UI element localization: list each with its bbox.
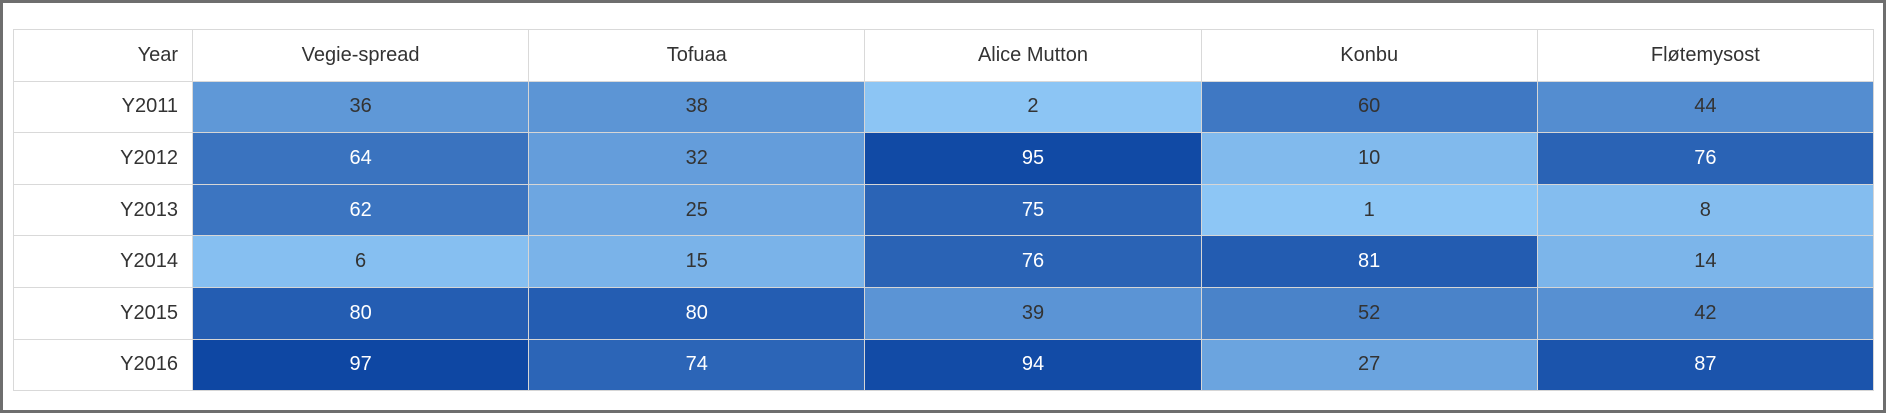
heatmap-cell: 95 bbox=[864, 132, 1202, 185]
heatmap-cell: 81 bbox=[1200, 235, 1538, 288]
heatmap-cell: 42 bbox=[1536, 286, 1874, 340]
heatmap-cell: 76 bbox=[864, 235, 1202, 288]
heatmap-cell: 36 bbox=[191, 80, 530, 134]
row-label: Y2016 bbox=[13, 338, 193, 392]
heatmap-cell: 74 bbox=[528, 338, 866, 392]
heatmap-cell: 2 bbox=[864, 80, 1202, 134]
table-row: Y2013 62 25 75 1 8 bbox=[13, 183, 1874, 237]
heatmap-cell: 75 bbox=[864, 183, 1202, 237]
row-label: Y2013 bbox=[13, 183, 193, 237]
heatmap-cell: 39 bbox=[864, 286, 1202, 340]
row-label: Y2015 bbox=[13, 286, 193, 340]
table-row: Y2016 97 74 94 27 87 bbox=[13, 338, 1874, 392]
table-row: Y2011 36 38 2 60 44 bbox=[13, 80, 1874, 134]
heatmap-cell: 76 bbox=[1536, 132, 1874, 185]
column-header: Alice Mutton bbox=[864, 29, 1202, 82]
column-header: Vegie-spread bbox=[191, 29, 530, 82]
heatmap-cell: 64 bbox=[191, 132, 530, 185]
table-row: Y2012 64 32 95 10 76 bbox=[13, 132, 1874, 185]
heatmap-cell: 1 bbox=[1200, 183, 1538, 237]
heatmap-cell: 62 bbox=[191, 183, 530, 237]
column-header: Tofuaa bbox=[528, 29, 866, 82]
row-label: Y2011 bbox=[13, 80, 193, 134]
row-header-label: Year bbox=[13, 29, 193, 82]
column-header: Konbu bbox=[1200, 29, 1538, 82]
heatmap-cell: 80 bbox=[528, 286, 866, 340]
heatmap-cell: 38 bbox=[528, 80, 866, 134]
header-row: Year Vegie-spread Tofuaa Alice Mutton Ko… bbox=[13, 29, 1874, 82]
table-row: Y2014 6 15 76 81 14 bbox=[13, 235, 1874, 288]
row-label: Y2012 bbox=[13, 132, 193, 185]
heatmap-cell: 87 bbox=[1536, 338, 1874, 392]
heatmap-cell: 94 bbox=[864, 338, 1202, 392]
heatmap-cell: 14 bbox=[1536, 235, 1874, 288]
heatmap-cell: 25 bbox=[528, 183, 866, 237]
heatmap-cell: 15 bbox=[528, 235, 866, 288]
heatmap-cell: 6 bbox=[191, 235, 530, 288]
heatmap-cell: 10 bbox=[1200, 132, 1538, 185]
table-row: Y2015 80 80 39 52 42 bbox=[13, 286, 1874, 340]
heatmap-cell: 97 bbox=[191, 338, 530, 392]
column-header: Fløtemysost bbox=[1536, 29, 1874, 82]
heatmap-table: Year Vegie-spread Tofuaa Alice Mutton Ko… bbox=[13, 29, 1874, 392]
heatmap-cell: 44 bbox=[1536, 80, 1874, 134]
heatmap-body: Y2011 36 38 2 60 44 Y2012 64 32 95 10 76 Y2013 62 25 75… bbox=[13, 80, 1874, 392]
heatmap-cell: 8 bbox=[1536, 183, 1874, 237]
heatmap-cell: 60 bbox=[1200, 80, 1538, 134]
heatmap-cell: 27 bbox=[1200, 338, 1538, 392]
heatmap-cell: 32 bbox=[528, 132, 866, 185]
heatmap-cell: 80 bbox=[191, 286, 530, 340]
heatmap-cell: 52 bbox=[1200, 286, 1538, 340]
row-label: Y2014 bbox=[13, 235, 193, 288]
